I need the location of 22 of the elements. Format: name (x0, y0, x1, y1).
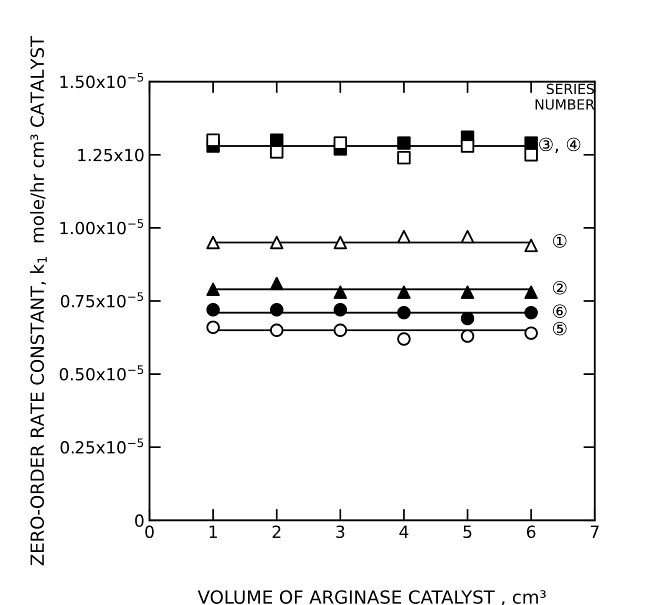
x-tick-label: 3 (336, 525, 344, 538)
x-tick-label: 7 (590, 526, 599, 538)
legend-label: ③, ④ (539, 138, 580, 154)
y-tick-label: 1.25x10 (78, 148, 144, 162)
series-label: ⑤ (553, 322, 567, 336)
y-tick-label: 0.50x10$^{−5}$ (60, 365, 144, 381)
x-tick-label: 5 (464, 526, 472, 538)
y-axis-title: ZERO-ORDER RATE CONSTANT, k$_{1}$ mole/hr cm³ CATALYST (30, 36, 47, 566)
series-label: ① (553, 234, 567, 248)
y-tick-label: 0.75x10$^{−5}$ (60, 292, 144, 308)
x-tick-label: 1 (210, 526, 217, 538)
x-tick-label: 2 (272, 525, 280, 538)
annotation: SERIES NUMBER (536, 84, 594, 110)
y-tick-label: 1.50x10$^{−5}$ (60, 73, 144, 88)
y-tick-label: 1.00x10$^{−5}$ (60, 219, 144, 234)
x-tick-label: 0 (145, 525, 154, 538)
y-tick-label: 0.25x10$^{−5}$ (60, 438, 144, 454)
y-tick-label: 0 (135, 514, 144, 527)
x-tick-label: 6 (527, 525, 536, 538)
series-label: ② (553, 280, 567, 294)
legend-label: ⑥ (553, 304, 567, 318)
x-tick-label: 4 (399, 526, 408, 538)
